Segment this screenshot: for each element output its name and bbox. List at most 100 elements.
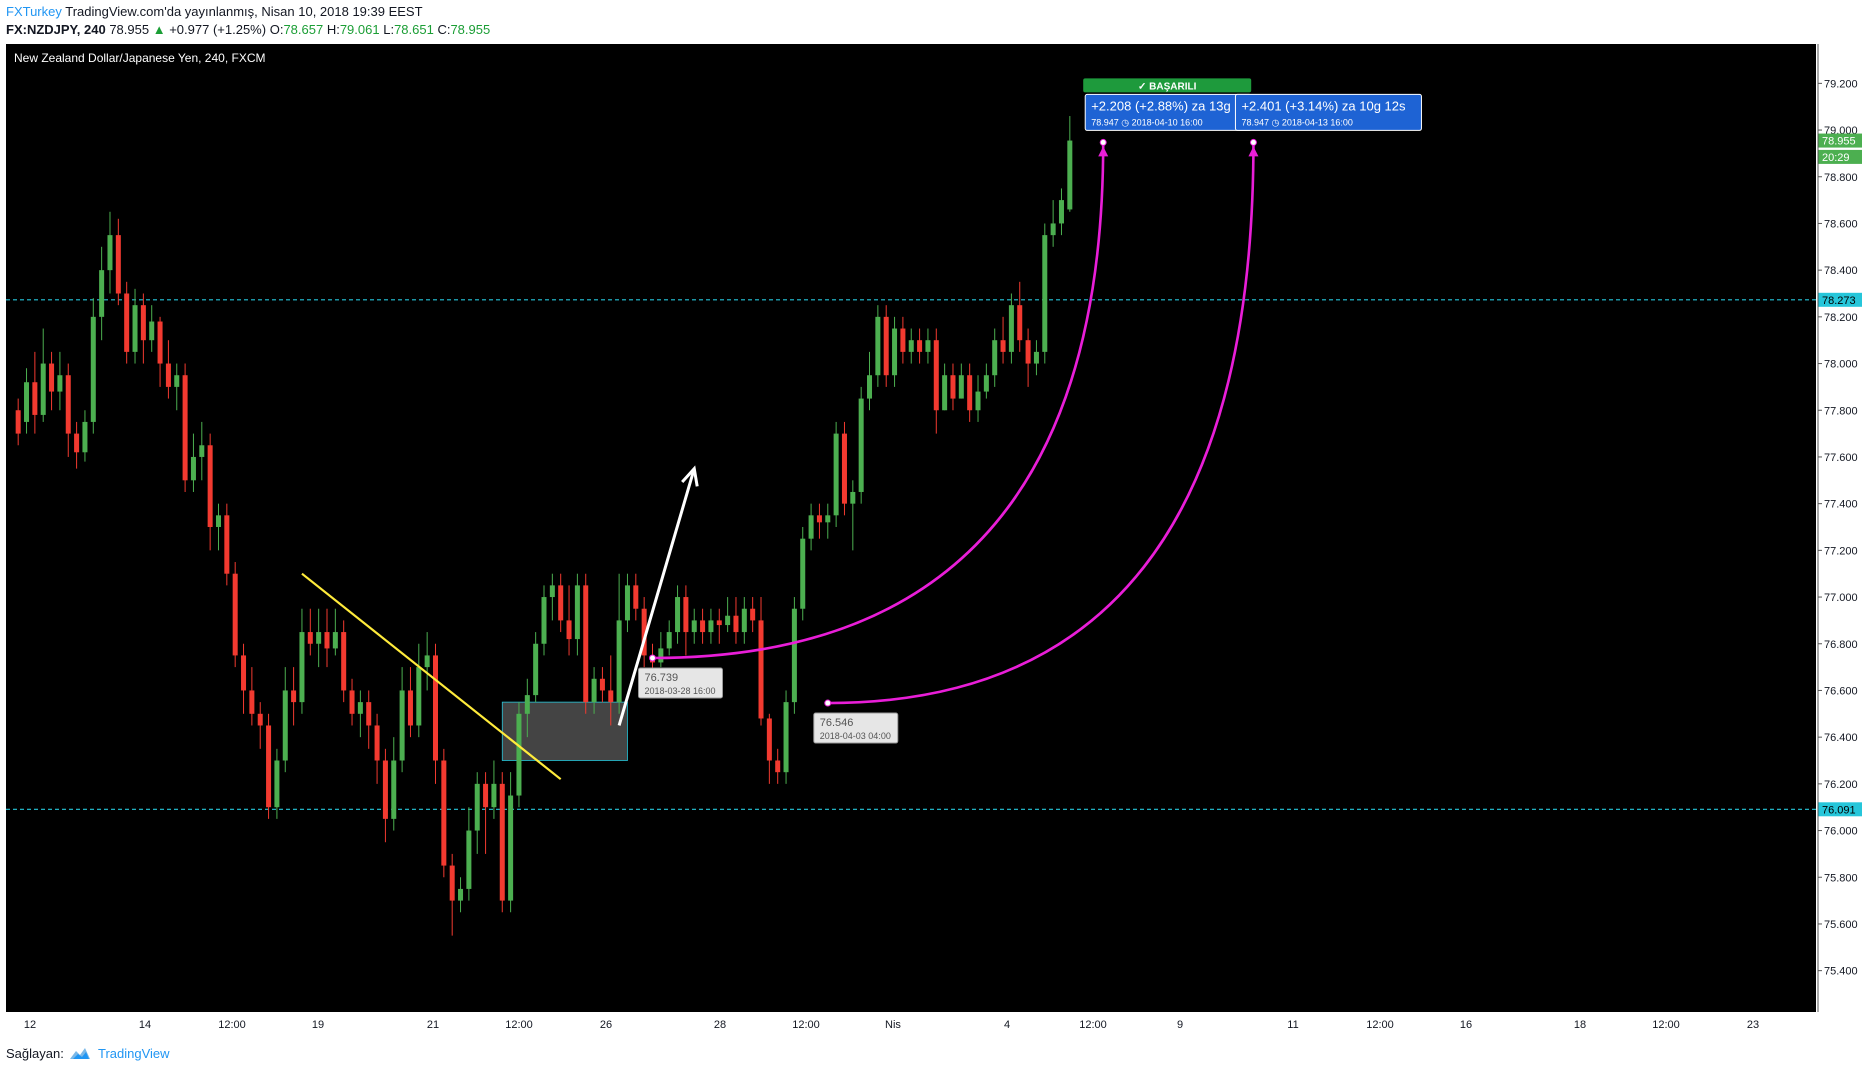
symbol-label[interactable]: FX:NZDJPY, 240 — [6, 22, 106, 37]
candle — [816, 503, 822, 539]
candle-body — [407, 690, 413, 726]
candle-body — [32, 382, 38, 415]
arc-projection — [827, 142, 1255, 705]
candle — [458, 877, 464, 913]
candle-body — [241, 655, 247, 691]
time-tick-label: 12:00 — [1079, 1019, 1107, 1031]
candle — [725, 597, 731, 633]
candle-body — [483, 783, 489, 808]
time-axis[interactable] — [0, 1012, 1862, 1036]
candle — [357, 690, 363, 738]
candle-body — [841, 433, 847, 504]
candle — [1033, 340, 1039, 376]
candle-body — [307, 632, 313, 644]
price-tick-label: 78.200 — [1824, 312, 1858, 324]
time-axis-ticks: 12 14 12:00 19 21 12:00 26 28 12:00 Nis 4 12:00 9 11 1… — [24, 1019, 1759, 1031]
price-axis-ticks: 79.20079.00078.80078.60078.40078.20078.0… — [1818, 78, 1858, 978]
candle-body — [132, 305, 138, 352]
candle — [758, 597, 764, 726]
candle-body — [633, 585, 639, 609]
candle-body — [441, 760, 447, 866]
candle-body — [950, 375, 956, 399]
arc-start-point — [824, 699, 832, 707]
candle — [241, 643, 247, 714]
point-label-date: 2018-04-03 04:00 — [820, 731, 891, 741]
time-tick-label: Nis — [885, 1019, 901, 1031]
candle-body — [516, 713, 522, 796]
candle-body — [391, 760, 397, 819]
result-badge: +2.401 (+3.14%) za 10g 12s 78.947 ◷ 2018-… — [1234, 93, 1422, 131]
candle — [491, 760, 497, 819]
candle-body — [382, 760, 388, 819]
high-value: 79.061 — [339, 22, 380, 37]
candle-body — [641, 608, 647, 656]
candle-body — [399, 690, 405, 761]
time-tick-label: 12:00 — [1652, 1019, 1680, 1031]
point-label: 76.739 2018-03-28 16:00 — [638, 667, 724, 699]
candle-body — [1025, 340, 1031, 364]
candle-body — [892, 328, 898, 376]
publish-info: FXTurkey TradingView.com'da yayınlanmış,… — [6, 4, 423, 19]
candle — [282, 667, 288, 773]
candle — [90, 298, 96, 434]
candle — [474, 772, 480, 854]
candle — [1008, 293, 1014, 364]
candle-body — [733, 615, 739, 633]
time-tick-label: 14 — [139, 1019, 151, 1031]
candle-body — [508, 795, 514, 901]
price-tick-label: 77.000 — [1824, 592, 1858, 604]
candle-body — [491, 783, 497, 808]
header-bar: FXTurkey TradingView.com'da yayınlanmış,… — [0, 0, 1862, 44]
badge-detail: 78.947 ◷ 2018-04-10 16:00 — [1091, 117, 1202, 127]
plot-area[interactable] — [6, 44, 1816, 1012]
price-tick-label: 77.600 — [1824, 452, 1858, 464]
candle-body — [983, 375, 989, 392]
price-axis[interactable] — [1818, 44, 1862, 1012]
symbol-info: FX:NZDJPY, 240 78.955 ▲ +0.977 (+1.25%) … — [6, 22, 490, 37]
candle — [257, 702, 263, 749]
time-tick-label: 12:00 — [218, 1019, 246, 1031]
candle — [449, 853, 455, 936]
candle-body — [49, 363, 55, 392]
publisher-link[interactable]: FXTurkey — [6, 4, 62, 19]
candle — [274, 748, 280, 819]
candle — [424, 632, 430, 691]
price-chart[interactable]: 76.739 2018-03-28 16:00 76.546 2018-04-03 0… — [0, 44, 1862, 1036]
trendline — [301, 572, 562, 781]
candles — [15, 116, 1073, 936]
candle — [349, 678, 355, 726]
candle — [416, 643, 422, 738]
candle — [407, 667, 413, 738]
candle — [850, 480, 856, 551]
candle — [766, 713, 772, 784]
candle-body — [357, 702, 363, 714]
arc-end-point — [1249, 138, 1257, 146]
candle-body — [140, 305, 146, 341]
candle — [967, 363, 973, 422]
candle — [549, 573, 555, 621]
candle-body — [90, 316, 96, 422]
candle-body — [558, 585, 564, 621]
consolidation-zone — [501, 701, 628, 761]
candle-body — [700, 620, 706, 633]
candle-body — [675, 597, 681, 633]
candle-body — [850, 491, 856, 504]
candle-body — [466, 830, 472, 889]
candle — [599, 667, 605, 703]
candle-body — [716, 620, 722, 626]
candle-body — [266, 725, 272, 808]
candle — [341, 620, 347, 703]
price-tick-label: 78.400 — [1824, 265, 1858, 277]
candle — [199, 421, 205, 481]
candle — [733, 597, 739, 644]
candle-body — [591, 678, 597, 703]
candle-body — [992, 340, 998, 376]
candle-body — [917, 340, 923, 352]
candle-body — [867, 375, 873, 399]
provider-link[interactable]: TradingView — [98, 1046, 170, 1061]
arrow-head — [681, 465, 699, 487]
candle-body — [875, 316, 881, 376]
candle — [15, 398, 21, 446]
candle-body — [349, 690, 355, 714]
candle — [950, 363, 956, 411]
